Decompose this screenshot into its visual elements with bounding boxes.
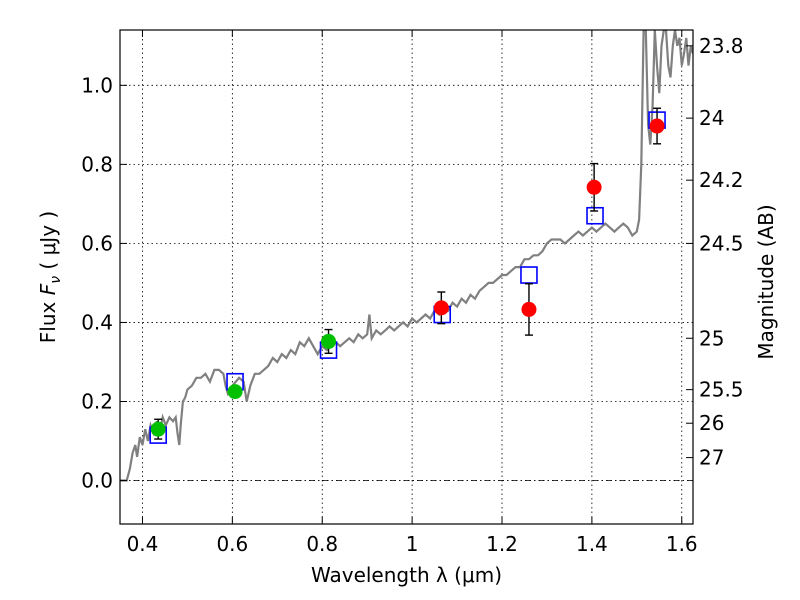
right-tick-label: 25.5 xyxy=(699,378,744,402)
observed-flux-point xyxy=(586,179,602,195)
x-tick-label: 1.6 xyxy=(666,532,698,556)
observed-flux-point xyxy=(433,300,449,316)
observed-flux-point xyxy=(521,301,537,317)
right-tick-label: 26 xyxy=(699,411,724,435)
model-square-marker xyxy=(520,266,538,284)
grid-lines xyxy=(120,30,693,524)
x-tick-label: 0.6 xyxy=(216,532,248,556)
x-axis-label: Wavelength λ (μm) xyxy=(311,563,502,587)
y-tick-label: 0.4 xyxy=(81,310,113,334)
y-tick-label: 0.8 xyxy=(81,152,113,176)
right-tick-label: 25 xyxy=(699,326,724,350)
observed-flux-point xyxy=(150,421,166,437)
x-tick-label: 1 xyxy=(406,532,419,556)
model-square-marker xyxy=(586,206,604,225)
y-tick-label: 1.0 xyxy=(81,73,113,97)
y-tick-label: 0.2 xyxy=(81,389,113,413)
plot-frame xyxy=(119,29,694,525)
x-tick-label: 0.4 xyxy=(127,532,159,556)
model-spectrum xyxy=(120,30,693,482)
model-spectrum-line xyxy=(120,30,693,482)
x-tick-label: 1.2 xyxy=(486,532,518,556)
y-tick-label: 0.6 xyxy=(81,231,113,255)
y-axis-label: Flux Fν ( μJy ) xyxy=(36,211,64,343)
x-tick-label: 0.8 xyxy=(306,532,338,556)
right-tick-label: 24 xyxy=(699,106,724,130)
right-tick-label: 23.8 xyxy=(699,34,744,58)
right-tick-label: 24.5 xyxy=(699,231,744,255)
axis-ticks: 0.4 0.6 0.8 1 1.2 1.4 1.6 0.0 0.2 0.4 0.6 0.8 1.0 23.… xyxy=(81,30,744,556)
observed-flux-point xyxy=(321,333,337,349)
right-tick-label: 27 xyxy=(699,446,724,470)
y-tick-label: 0.0 xyxy=(81,469,113,493)
observed-flux-point xyxy=(649,118,665,134)
right-axis-label: Magnitude (AB) xyxy=(754,204,778,359)
photometry-points xyxy=(149,107,666,444)
right-tick-label: 24.2 xyxy=(699,168,744,192)
observed-flux-point xyxy=(227,384,243,400)
x-tick-label: 1.4 xyxy=(576,532,608,556)
